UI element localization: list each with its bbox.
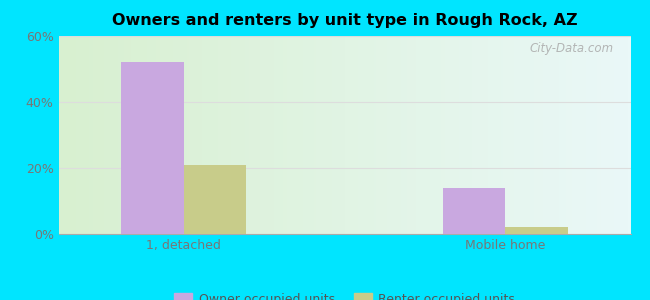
- Legend: Owner occupied units, Renter occupied units: Owner occupied units, Renter occupied un…: [168, 288, 521, 300]
- Bar: [121, 62, 183, 234]
- Text: City-Data.com: City-Data.com: [529, 42, 614, 55]
- Bar: [183, 165, 246, 234]
- Bar: [443, 188, 506, 234]
- Bar: [505, 227, 568, 234]
- Title: Owners and renters by unit type in Rough Rock, AZ: Owners and renters by unit type in Rough…: [112, 13, 577, 28]
